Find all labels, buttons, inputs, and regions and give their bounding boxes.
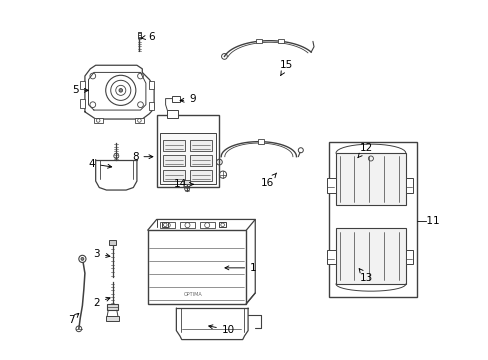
Bar xyxy=(405,250,412,264)
Bar xyxy=(328,142,416,297)
Bar xyxy=(107,304,118,310)
Text: 5: 5 xyxy=(73,85,88,95)
Bar xyxy=(190,140,211,150)
Text: 3: 3 xyxy=(93,248,110,258)
Bar xyxy=(335,153,405,205)
Bar xyxy=(405,178,412,193)
Bar xyxy=(326,250,335,264)
Bar xyxy=(278,39,284,44)
Bar xyxy=(219,222,225,227)
Text: 1: 1 xyxy=(224,263,256,273)
Text: 13: 13 xyxy=(359,269,372,283)
Bar xyxy=(171,96,179,102)
Text: 4: 4 xyxy=(89,159,111,169)
Bar xyxy=(190,155,211,166)
Text: 15: 15 xyxy=(280,60,293,76)
Bar xyxy=(256,39,261,44)
Bar xyxy=(109,240,116,244)
Bar xyxy=(199,222,214,228)
Bar xyxy=(258,139,263,144)
Text: 7: 7 xyxy=(68,313,79,325)
Text: 10: 10 xyxy=(208,325,234,335)
Text: 9: 9 xyxy=(180,94,195,104)
Bar xyxy=(156,116,219,187)
Text: 2: 2 xyxy=(93,297,110,308)
Text: 16: 16 xyxy=(261,173,276,188)
Bar xyxy=(80,81,85,89)
Text: OPTIMA: OPTIMA xyxy=(183,292,203,297)
Bar xyxy=(335,228,405,284)
Text: 12: 12 xyxy=(357,143,372,158)
Circle shape xyxy=(81,257,83,260)
Bar xyxy=(162,222,168,227)
Bar xyxy=(326,178,335,193)
Bar xyxy=(163,155,184,166)
Bar xyxy=(80,99,85,108)
Circle shape xyxy=(119,89,122,92)
Bar xyxy=(180,222,195,228)
Bar xyxy=(190,170,211,181)
Bar xyxy=(160,222,175,228)
Bar xyxy=(106,316,119,321)
Text: 14: 14 xyxy=(174,179,193,189)
Bar xyxy=(160,134,215,184)
Bar xyxy=(147,230,246,304)
Bar xyxy=(167,111,178,118)
Text: —11: —11 xyxy=(416,216,439,226)
Bar xyxy=(163,170,184,181)
Bar xyxy=(149,81,154,89)
Bar xyxy=(149,102,154,110)
Bar xyxy=(163,140,184,150)
Text: 8: 8 xyxy=(132,152,153,162)
Text: 6: 6 xyxy=(141,32,154,41)
Bar xyxy=(135,118,144,123)
Bar xyxy=(94,118,102,123)
Bar xyxy=(184,180,190,184)
